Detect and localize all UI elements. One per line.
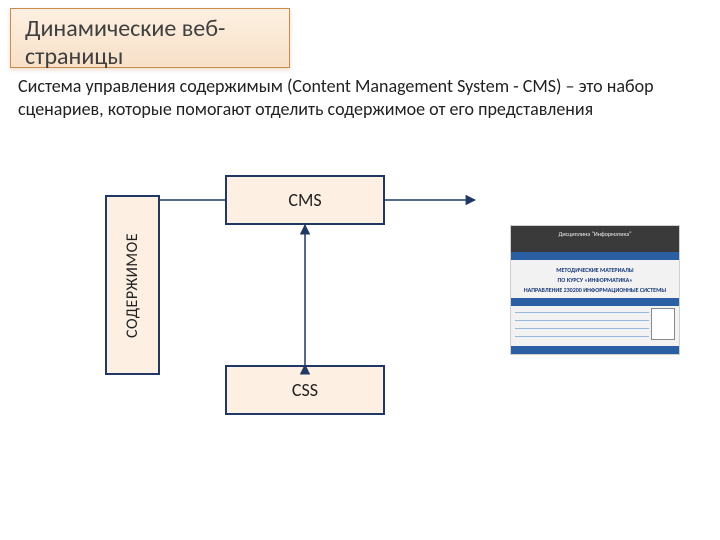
thumb-line2: ПО КУРСУ «ИНФОРМАТИКА»	[521, 276, 669, 284]
thumb-row	[515, 336, 649, 344]
diagram-node-css-label: CSS	[292, 379, 318, 401]
example-screenshot-thumb: Дисциплина "Информатика" МЕТОДИЧЕСКИЕ МА…	[510, 225, 680, 355]
thumb-row	[515, 320, 649, 328]
thumb-side-widget	[651, 308, 675, 340]
thumb-bar2	[511, 298, 679, 306]
thumb-row	[515, 328, 649, 336]
diagram-node-css: CSS	[225, 365, 385, 415]
diagram-node-content: СОДЕРЖИМОЕ	[105, 195, 160, 375]
thumb-line3: НАПРАВЛЕНИЕ 230200 ИНФОРМАЦИОННЫЕ СИСТЕМ…	[521, 286, 669, 294]
thumb-footer	[511, 346, 679, 354]
thumb-header-text: Дисциплина "Информатика"	[521, 230, 669, 238]
thumb-line1: МЕТОДИЧЕСКИЕ МАТЕРИАЛЫ	[521, 266, 669, 274]
thumb-row	[515, 312, 649, 320]
diagram-node-content-label: СОДЕРЖИМОЕ	[123, 232, 142, 337]
slide-description: Система управления содержимым (Content M…	[18, 75, 678, 120]
thumb-navbar	[511, 252, 679, 260]
slide-title: Динамические веб-страницы	[25, 15, 275, 70]
diagram-node-cms: CMS	[225, 175, 385, 225]
slide-title-box: Динамические веб-страницы	[10, 8, 290, 68]
thumb-header: Дисциплина "Информатика"	[511, 226, 679, 252]
diagram-node-cms-label: CMS	[288, 189, 321, 211]
